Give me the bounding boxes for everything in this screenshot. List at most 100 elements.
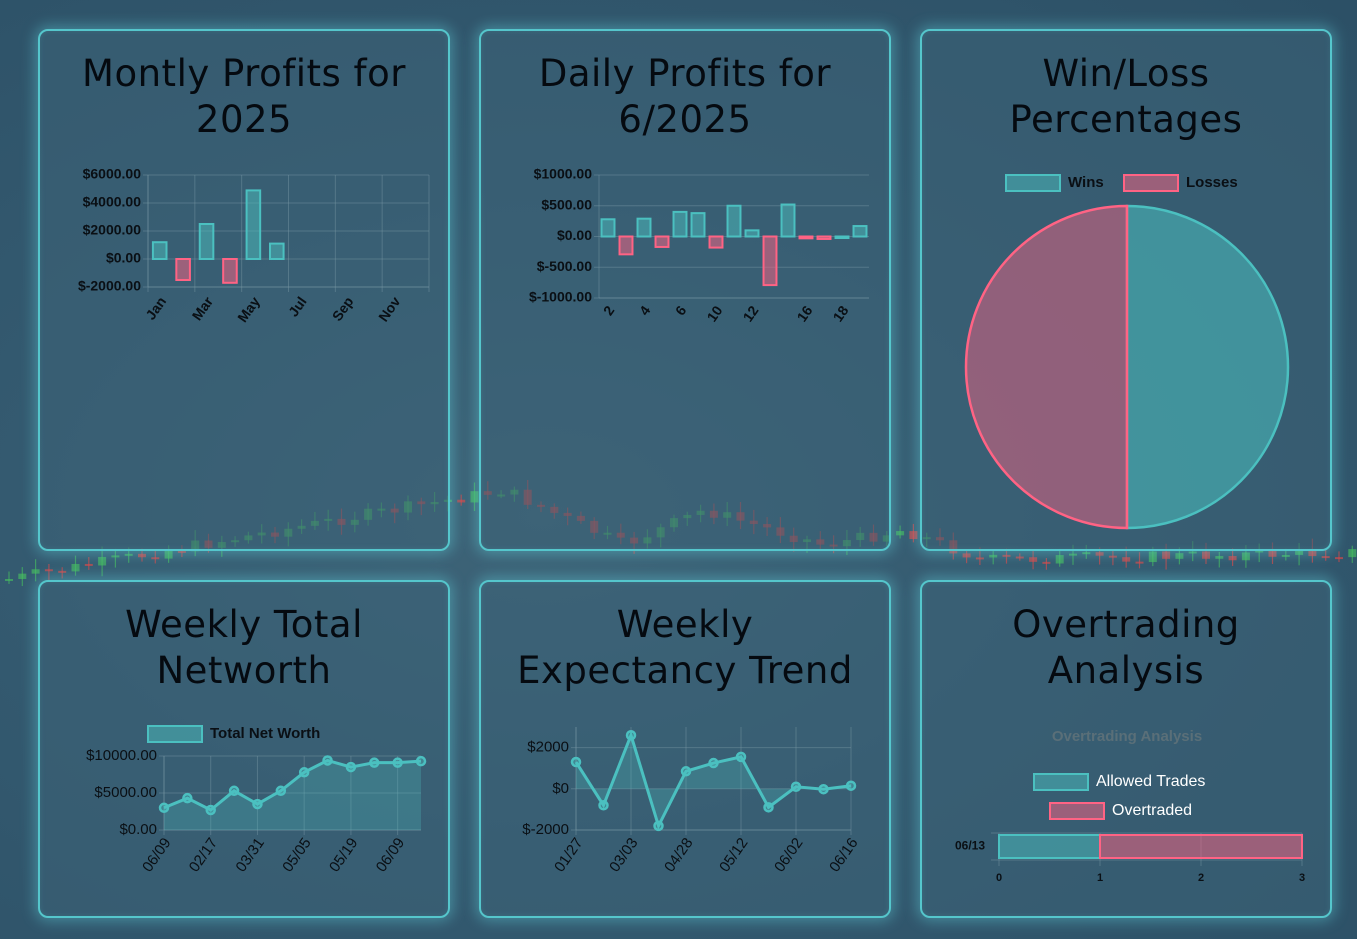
- candle-body: [1135, 561, 1144, 564]
- daily-title-line2: 6/2025: [618, 98, 752, 141]
- candle-body: [962, 553, 971, 558]
- candle-body: [1162, 551, 1171, 559]
- candle-body: [457, 499, 466, 503]
- daily-profits-title: Daily Profits for 6/2025: [481, 51, 889, 143]
- x-tick-label: 05/05: [279, 835, 314, 876]
- y-tick-label: $0.00: [557, 227, 592, 243]
- x-tick-label: 04/28: [661, 835, 696, 876]
- legend-label-wins: Wins: [1068, 174, 1104, 191]
- data-point: [818, 783, 829, 795]
- data-point: [345, 761, 357, 773]
- candle-body: [470, 491, 479, 503]
- expectancy-title-line1: Weekly: [616, 603, 754, 646]
- overtrading-title-line2: Analysis: [1047, 649, 1205, 692]
- bar: [245, 189, 262, 260]
- bar: [175, 258, 191, 281]
- y-tick-label: $2000.00: [83, 222, 142, 238]
- daily-profits-chart: $1000.00 $500.00 $0.00 $-500.00 $-1000.00 2 4 6…: [529, 166, 869, 325]
- daily-profits-panel: Daily Profits for 6/2025 $1000.00 $500.00…: [479, 29, 891, 551]
- candle-body: [1335, 557, 1343, 560]
- bar: [780, 203, 796, 238]
- bar: [816, 235, 832, 240]
- y-tick-label: $0: [552, 780, 569, 797]
- networth-title-line1: Weekly Total: [125, 603, 363, 646]
- legend-label: Overtraded: [1112, 802, 1192, 819]
- winloss-panel: Win/Loss Percentages Wins Losses: [920, 29, 1332, 551]
- candle-body: [1175, 553, 1184, 559]
- overtrading-title-line1: Overtrading: [1012, 603, 1240, 646]
- candle-body: [44, 569, 53, 572]
- x-tick-label: 10: [703, 302, 725, 324]
- winloss-title: Win/Loss Percentages: [922, 51, 1330, 143]
- x-tick-label: 06/09: [373, 835, 408, 876]
- bar: [600, 218, 616, 238]
- data-point: [598, 800, 609, 811]
- x-tick-label: 6: [672, 303, 690, 319]
- legend-swatch-networth: [147, 725, 203, 743]
- bar: [762, 235, 778, 287]
- x-tick-label: 4: [636, 303, 654, 319]
- candle-body: [18, 573, 27, 579]
- monthly-title-line1: Montly Profits for: [82, 52, 406, 95]
- winloss-title-line2: Percentages: [1009, 98, 1243, 141]
- data-point: [625, 729, 637, 741]
- area-fill: [164, 760, 421, 830]
- candle-body: [71, 563, 80, 572]
- data-point: [158, 802, 170, 814]
- candle-body: [177, 550, 186, 553]
- data-point: [653, 820, 664, 832]
- data-point: [570, 756, 582, 768]
- y-tick-label: $1000.00: [534, 166, 593, 182]
- candle-body: [1321, 556, 1330, 559]
- x-tick-label: Jan: [142, 294, 169, 323]
- bar: [618, 235, 634, 256]
- data-point: [763, 802, 774, 813]
- candle-body: [1348, 549, 1357, 558]
- y-tick-label: $500.00: [541, 196, 592, 212]
- candle-body: [84, 563, 93, 566]
- bar: [672, 210, 688, 238]
- candle-body: [1308, 549, 1317, 557]
- candle-body: [164, 550, 173, 559]
- monthly-profits-title: Montly Profits for 2025: [40, 51, 448, 143]
- x-tick-label: 2: [1198, 872, 1204, 884]
- candle-body: [98, 556, 107, 566]
- networth-panel: Weekly Total Networth Total Net Worth $10…: [38, 580, 450, 918]
- y-tick-label: $-1000.00: [529, 289, 592, 305]
- x-tick-label: 06/02: [771, 835, 806, 876]
- candle-body: [1202, 551, 1210, 559]
- y-tick-label: $4000.00: [83, 194, 142, 210]
- y-tick-label: $0.00: [119, 821, 157, 838]
- candle-body: [1228, 556, 1237, 561]
- x-tick-label: 03/31: [233, 835, 268, 876]
- legend-label-losses: Losses: [1186, 174, 1238, 191]
- candle-body: [1069, 553, 1077, 556]
- x-tick-label: Jul: [285, 294, 310, 320]
- bar: [636, 217, 652, 238]
- grid: [143, 174, 430, 292]
- legend-label: Allowed Trades: [1096, 773, 1205, 790]
- x-tick-label: 03/03: [606, 835, 641, 876]
- candle-body: [1055, 555, 1064, 564]
- data-point: [392, 757, 403, 768]
- candle-body: [1215, 556, 1224, 559]
- bar: [654, 235, 670, 248]
- networth-title-line2: Networth: [156, 649, 332, 692]
- x-tick-label: 05/12: [716, 835, 751, 876]
- bar: [798, 235, 814, 240]
- overtrading-panel: Overtrading Analysis Overtrading Analysi…: [920, 580, 1332, 918]
- x-tick-label: 02/17: [186, 835, 221, 876]
- legend-swatch: [1049, 802, 1105, 820]
- x-tick-label: May: [234, 293, 263, 325]
- candle-body: [1015, 556, 1024, 559]
- monthly-profits-chart: $6000.00 $4000.00 $2000.00 $0.00 $-2000.00Ja…: [78, 166, 430, 325]
- x-tick-label: 16: [793, 302, 815, 324]
- overtrading-chart: Overtrading Analysis Allowed Trades Overtr…: [955, 728, 1305, 884]
- x-tick-label: 1: [1097, 872, 1103, 884]
- bar-segment: [1099, 834, 1303, 859]
- candle-body: [1122, 557, 1131, 562]
- daily-title-line1: Daily Profits for: [538, 52, 832, 95]
- winloss-pie-chart: Wins Losses: [964, 174, 1290, 530]
- data-point: [275, 785, 287, 797]
- candle-body: [151, 557, 160, 560]
